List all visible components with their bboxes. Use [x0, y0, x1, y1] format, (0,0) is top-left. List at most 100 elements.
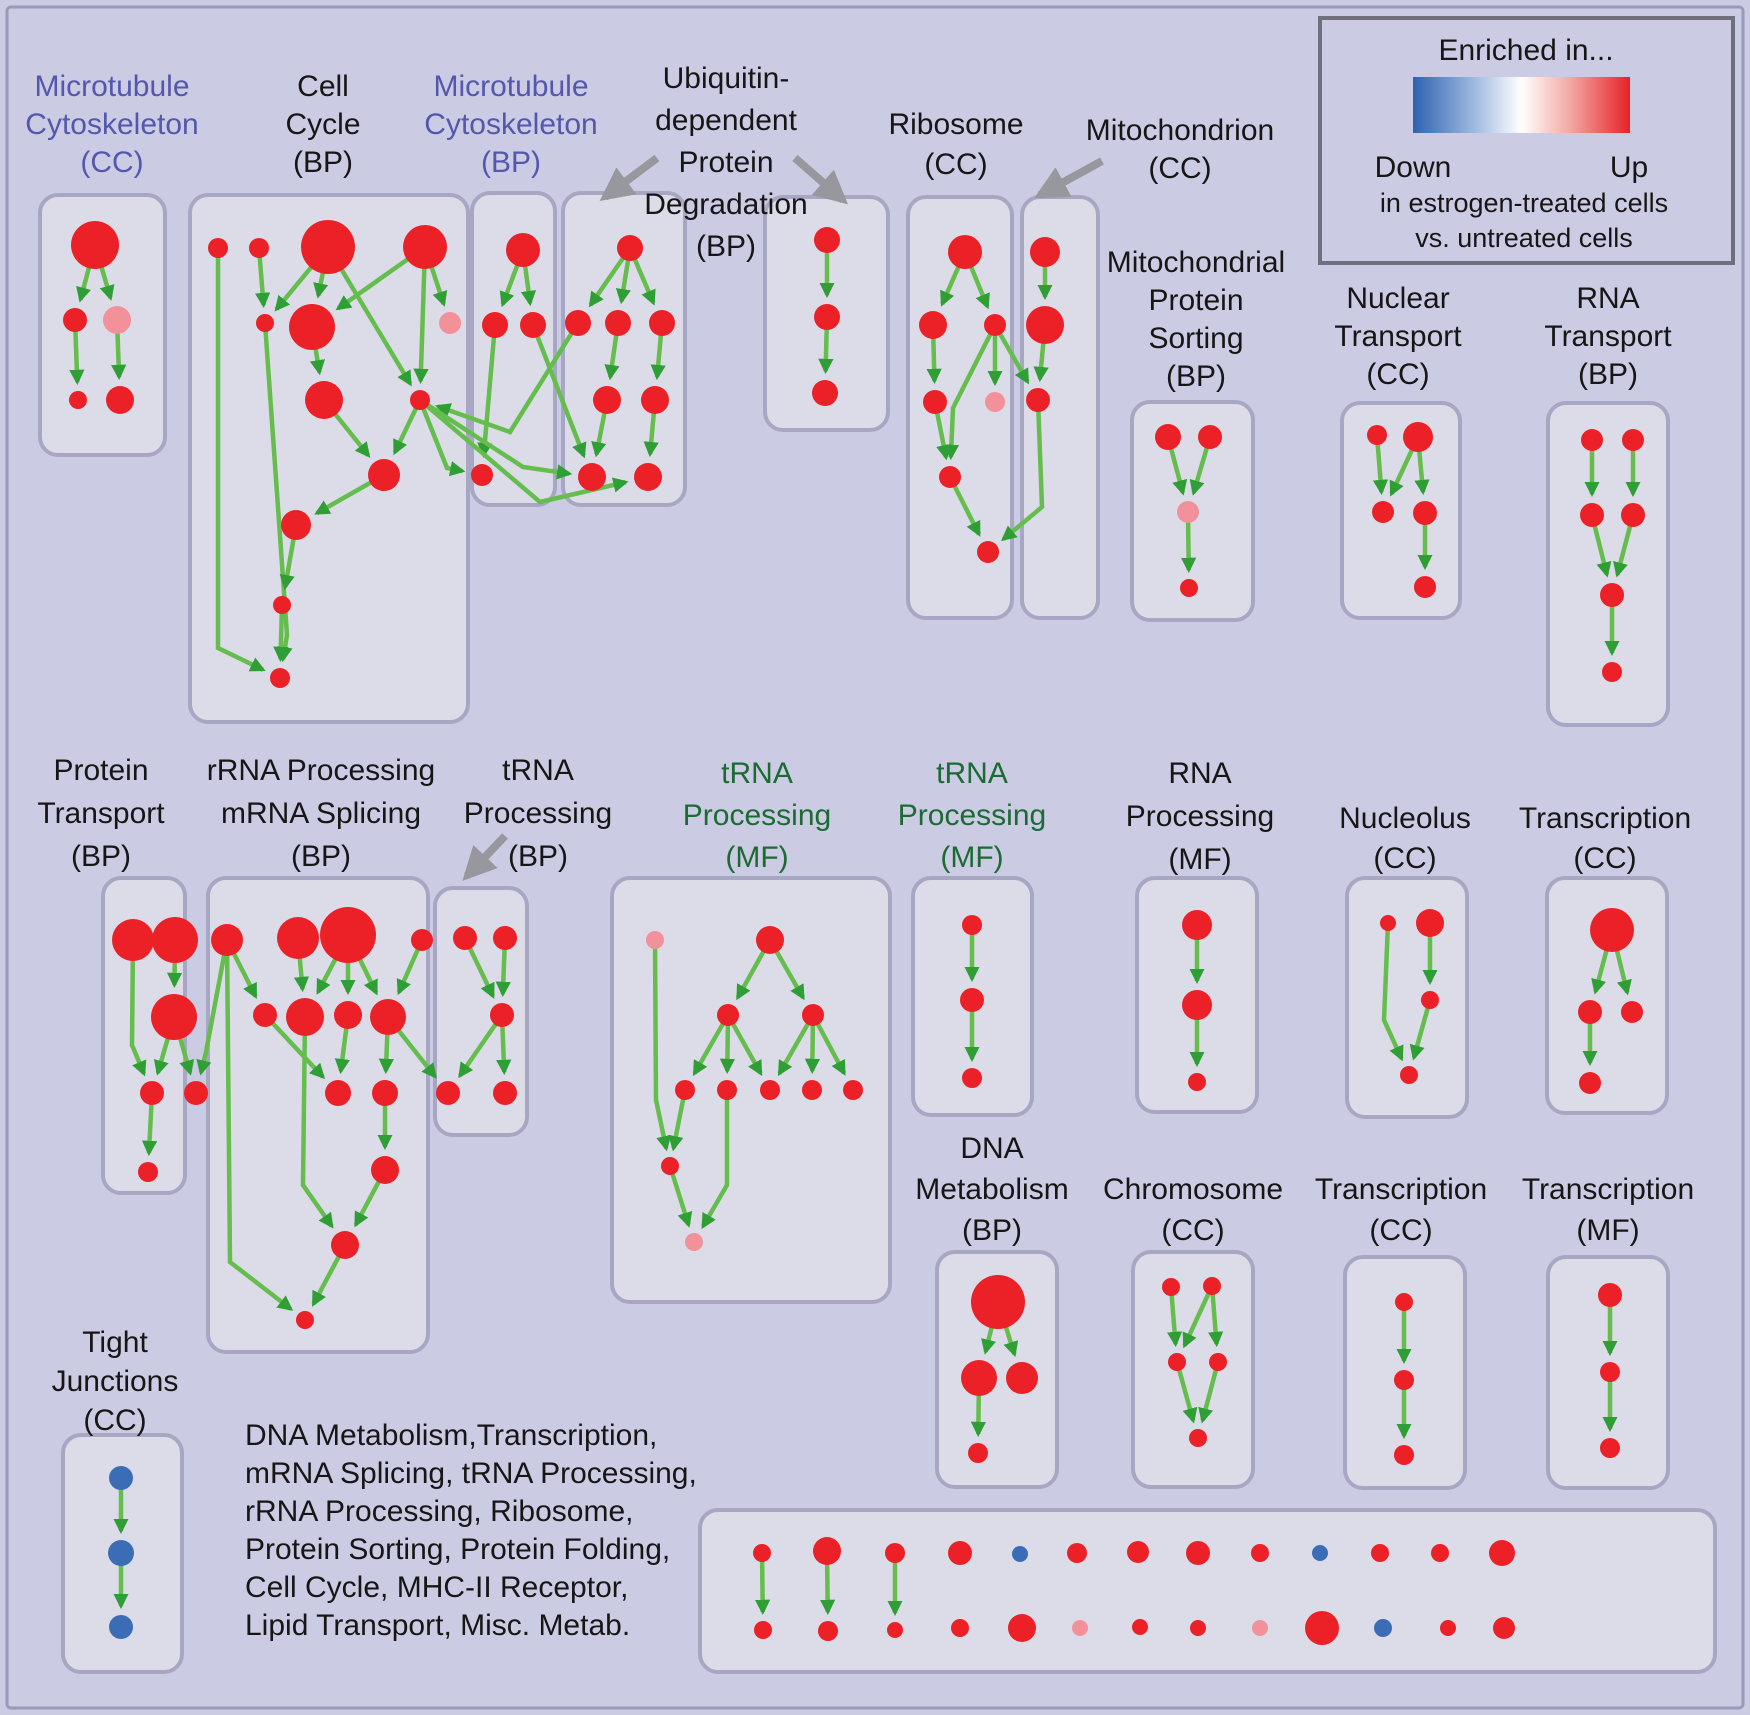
- node-t2: [1203, 1277, 1221, 1295]
- node-b2: [249, 238, 269, 258]
- cluster-label-line: Protein: [1148, 284, 1243, 317]
- mitochondrion-label-arrow: [1034, 157, 1104, 199]
- edge-t1-t3: [1166, 1286, 1183, 1348]
- misc-terms-line: Protein Sorting, Protein Folding,: [245, 1533, 670, 1566]
- node-t3: [1168, 1353, 1186, 1371]
- legend-subtitle-line2: vs. untreated cells: [1415, 223, 1633, 253]
- node-f4: [923, 390, 947, 414]
- node-d2: [565, 310, 591, 336]
- ubiquitin-label-arrow-left: [599, 154, 660, 202]
- edge-t2-t3: [1182, 1285, 1215, 1349]
- cluster-label-line: Transport: [37, 797, 165, 830]
- node-i2: [1403, 422, 1433, 452]
- node-x12t: [1431, 1544, 1449, 1562]
- cluster-label-line: (CC): [1373, 842, 1436, 875]
- node-l9: [325, 1080, 351, 1106]
- node-k2: [152, 917, 198, 963]
- node-m5: [493, 1081, 517, 1105]
- node-n7: [760, 1080, 780, 1100]
- legend-down-label: Down: [1375, 151, 1452, 184]
- node-o3: [962, 1068, 982, 1088]
- node-p1: [1182, 910, 1212, 940]
- node-w1: [109, 1466, 133, 1490]
- node-x11t: [1371, 1544, 1389, 1562]
- cluster-label-line: Transport: [1334, 320, 1462, 353]
- node-x9b: [1252, 1620, 1268, 1636]
- node-s1: [971, 1275, 1025, 1329]
- cluster-label-ribosome-cc: Ribosome (CC): [888, 108, 1023, 181]
- edge-l1-k5: [196, 939, 230, 1076]
- cluster-label-line: (MF): [725, 841, 788, 874]
- node-x3b: [887, 1622, 903, 1638]
- cluster-label-line: Junctions: [52, 1365, 179, 1398]
- node-j1: [1581, 429, 1603, 451]
- node-i1: [1367, 425, 1387, 445]
- node-o2: [960, 988, 984, 1012]
- cluster-label-line: (BP): [1166, 360, 1226, 393]
- cluster-label-dna-metabolism-bp: DNA Metabolism (BP): [915, 1132, 1068, 1247]
- cluster-label-line: Mitochondrion: [1086, 114, 1274, 147]
- node-s2: [961, 1360, 997, 1396]
- edge-l1-l13: [224, 939, 294, 1311]
- node-e1: [814, 227, 840, 253]
- node-n6: [717, 1080, 737, 1100]
- node-b10: [368, 459, 400, 491]
- cluster-label-line: (BP): [481, 146, 541, 179]
- cluster-label-line: (BP): [508, 840, 568, 873]
- node-v2: [1600, 1362, 1620, 1382]
- node-c4: [471, 464, 493, 486]
- node-l10: [372, 1080, 398, 1106]
- edge-n3-n5: [692, 1013, 730, 1077]
- edge-b12-b13: [273, 604, 289, 663]
- cluster-label-line: mRNA Splicing: [221, 797, 421, 830]
- node-b12: [273, 596, 291, 614]
- cluster-label-line: Ribosome: [888, 108, 1023, 141]
- node-c2: [482, 312, 508, 338]
- node-l4: [411, 929, 433, 951]
- node-n3: [717, 1004, 739, 1026]
- node-n11: [685, 1233, 703, 1251]
- cluster-label-nucleolus-cc: Nucleolus (CC): [1339, 802, 1471, 875]
- node-r4: [1579, 1072, 1601, 1094]
- node-a3: [103, 306, 131, 334]
- cluster-label-line: Processing: [683, 799, 831, 832]
- node-m1: [453, 926, 477, 950]
- node-x6t: [1067, 1543, 1087, 1563]
- cluster-label-line: RNA: [1576, 282, 1639, 315]
- cluster-label-line: tRNA: [721, 757, 793, 790]
- node-e2: [814, 304, 840, 330]
- edge-c3-d7: [530, 324, 587, 459]
- node-s3: [1006, 1362, 1038, 1394]
- node-b4: [403, 225, 447, 269]
- misc-terms-line: mRNA Splicing, tRNA Processing,: [245, 1457, 697, 1490]
- node-b3: [301, 220, 355, 274]
- node-x4b: [951, 1619, 969, 1637]
- edge-m3-m4: [458, 1013, 504, 1079]
- node-t5: [1189, 1429, 1207, 1447]
- node-x13b: [1493, 1617, 1515, 1639]
- node-l6: [286, 998, 324, 1036]
- cluster-label-line: Microtubule: [433, 70, 588, 103]
- node-h3: [1177, 501, 1199, 523]
- node-a1: [71, 221, 119, 269]
- node-k5: [184, 1081, 208, 1105]
- cluster-label-line: Cytoskeleton: [25, 108, 198, 141]
- cluster-label-line: Nuclear: [1346, 282, 1449, 315]
- cluster-label-line: Transcription: [1522, 1173, 1694, 1206]
- node-l13: [296, 1311, 314, 1329]
- misc-terms-line: DNA Metabolism,Transcription,: [245, 1419, 657, 1452]
- node-l8: [370, 999, 406, 1035]
- cluster-label-line: (CC): [924, 148, 987, 181]
- cluster-label-transcription-mf: Transcription (MF): [1522, 1173, 1694, 1247]
- cluster-label-line: RNA: [1168, 757, 1231, 790]
- node-b9: [410, 390, 430, 410]
- node-b6: [289, 304, 335, 350]
- node-g2: [1026, 306, 1064, 344]
- edge-b1-b13: [215, 248, 266, 672]
- misc-terms-line: rRNA Processing, Ribosome,: [245, 1495, 633, 1528]
- edge-d2-b9: [435, 321, 580, 435]
- cluster-box-chromosome-cc: [1131, 1250, 1255, 1489]
- edge-t2-t4: [1207, 1285, 1224, 1348]
- cluster-box-nucleolus-cc: [1345, 876, 1469, 1119]
